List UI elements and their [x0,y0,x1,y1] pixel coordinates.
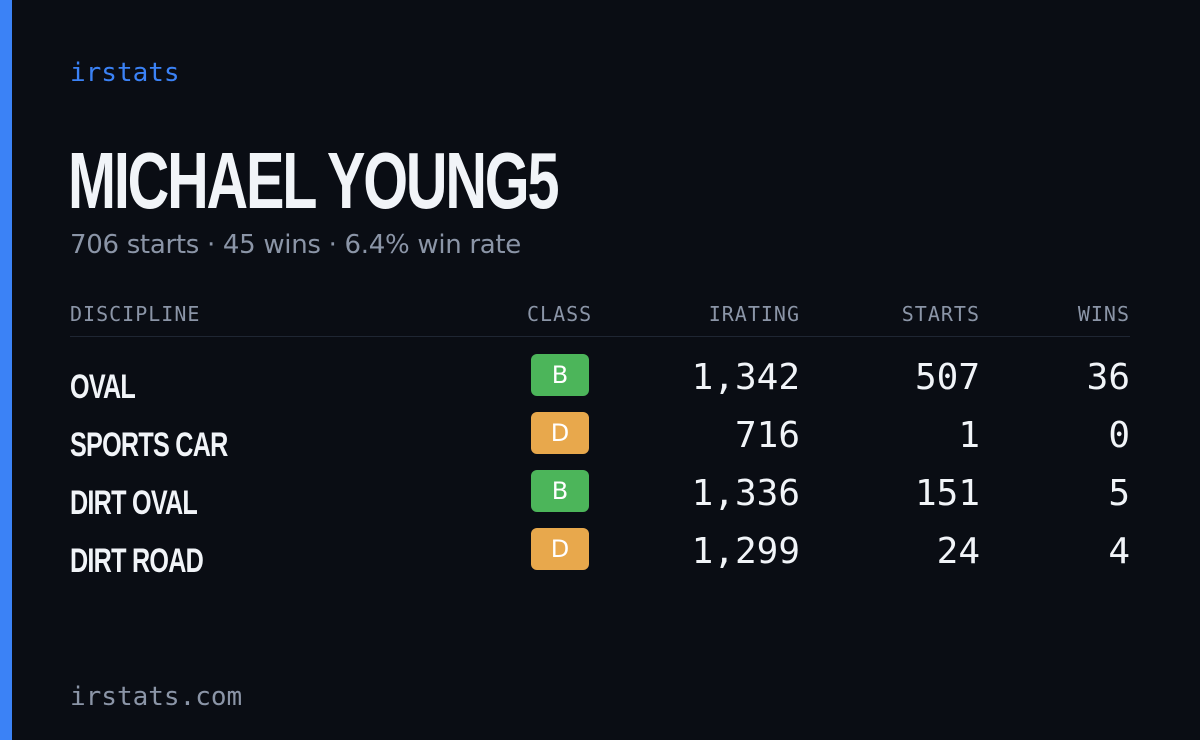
starts-value: 1 [958,415,980,456]
discipline-name: SPORTS CAR [70,426,228,464]
discipline-name: DIRT ROAD [70,542,204,580]
footer-url: irstats.com [70,682,243,712]
driver-summary: 706 starts · 45 wins · 6.4% win rate [70,230,522,260]
header-discipline: DISCIPLINE [70,302,201,326]
starts-value: 507 [914,357,980,398]
irating-value: 716 [734,415,800,456]
starts-value: 151 [914,473,980,514]
table-header: DISCIPLINE CLASS IRATING STARTS WINS [70,296,1130,337]
accent-bar [0,0,12,740]
discipline-name: OVAL [70,368,136,406]
class-badge: B [531,354,589,396]
table-row: DIRT ROAD D 1,299 24 4 [70,527,1130,585]
wins-value: 4 [1108,531,1130,572]
header-wins: WINS [1077,302,1130,326]
brand-logo: irstats [70,58,180,88]
class-badge: D [531,412,589,454]
wins-value: 0 [1108,415,1130,456]
discipline-name: DIRT OVAL [70,484,198,522]
starts-value: 24 [936,531,980,572]
wins-value: 36 [1086,357,1130,398]
class-badge: B [531,470,589,512]
wins-value: 5 [1108,473,1130,514]
table-row: DIRT OVAL B 1,336 151 5 [70,469,1130,527]
header-class: CLASS [527,302,593,326]
table-row: SPORTS CAR D 716 1 0 [70,411,1130,469]
driver-name: MICHAEL YOUNG5 [68,136,559,225]
header-irating: IRATING [708,302,800,326]
table-body: OVAL B 1,342 507 36 SPORTS CAR D 716 1 0… [70,353,1130,585]
header-starts: STARTS [901,302,980,326]
table-row: OVAL B 1,342 507 36 [70,353,1130,411]
irating-value: 1,342 [691,357,800,398]
irating-value: 1,299 [691,531,800,572]
irating-value: 1,336 [691,473,800,514]
stats-table: DISCIPLINE CLASS IRATING STARTS WINS OVA… [70,296,1130,580]
class-badge: D [531,528,589,570]
